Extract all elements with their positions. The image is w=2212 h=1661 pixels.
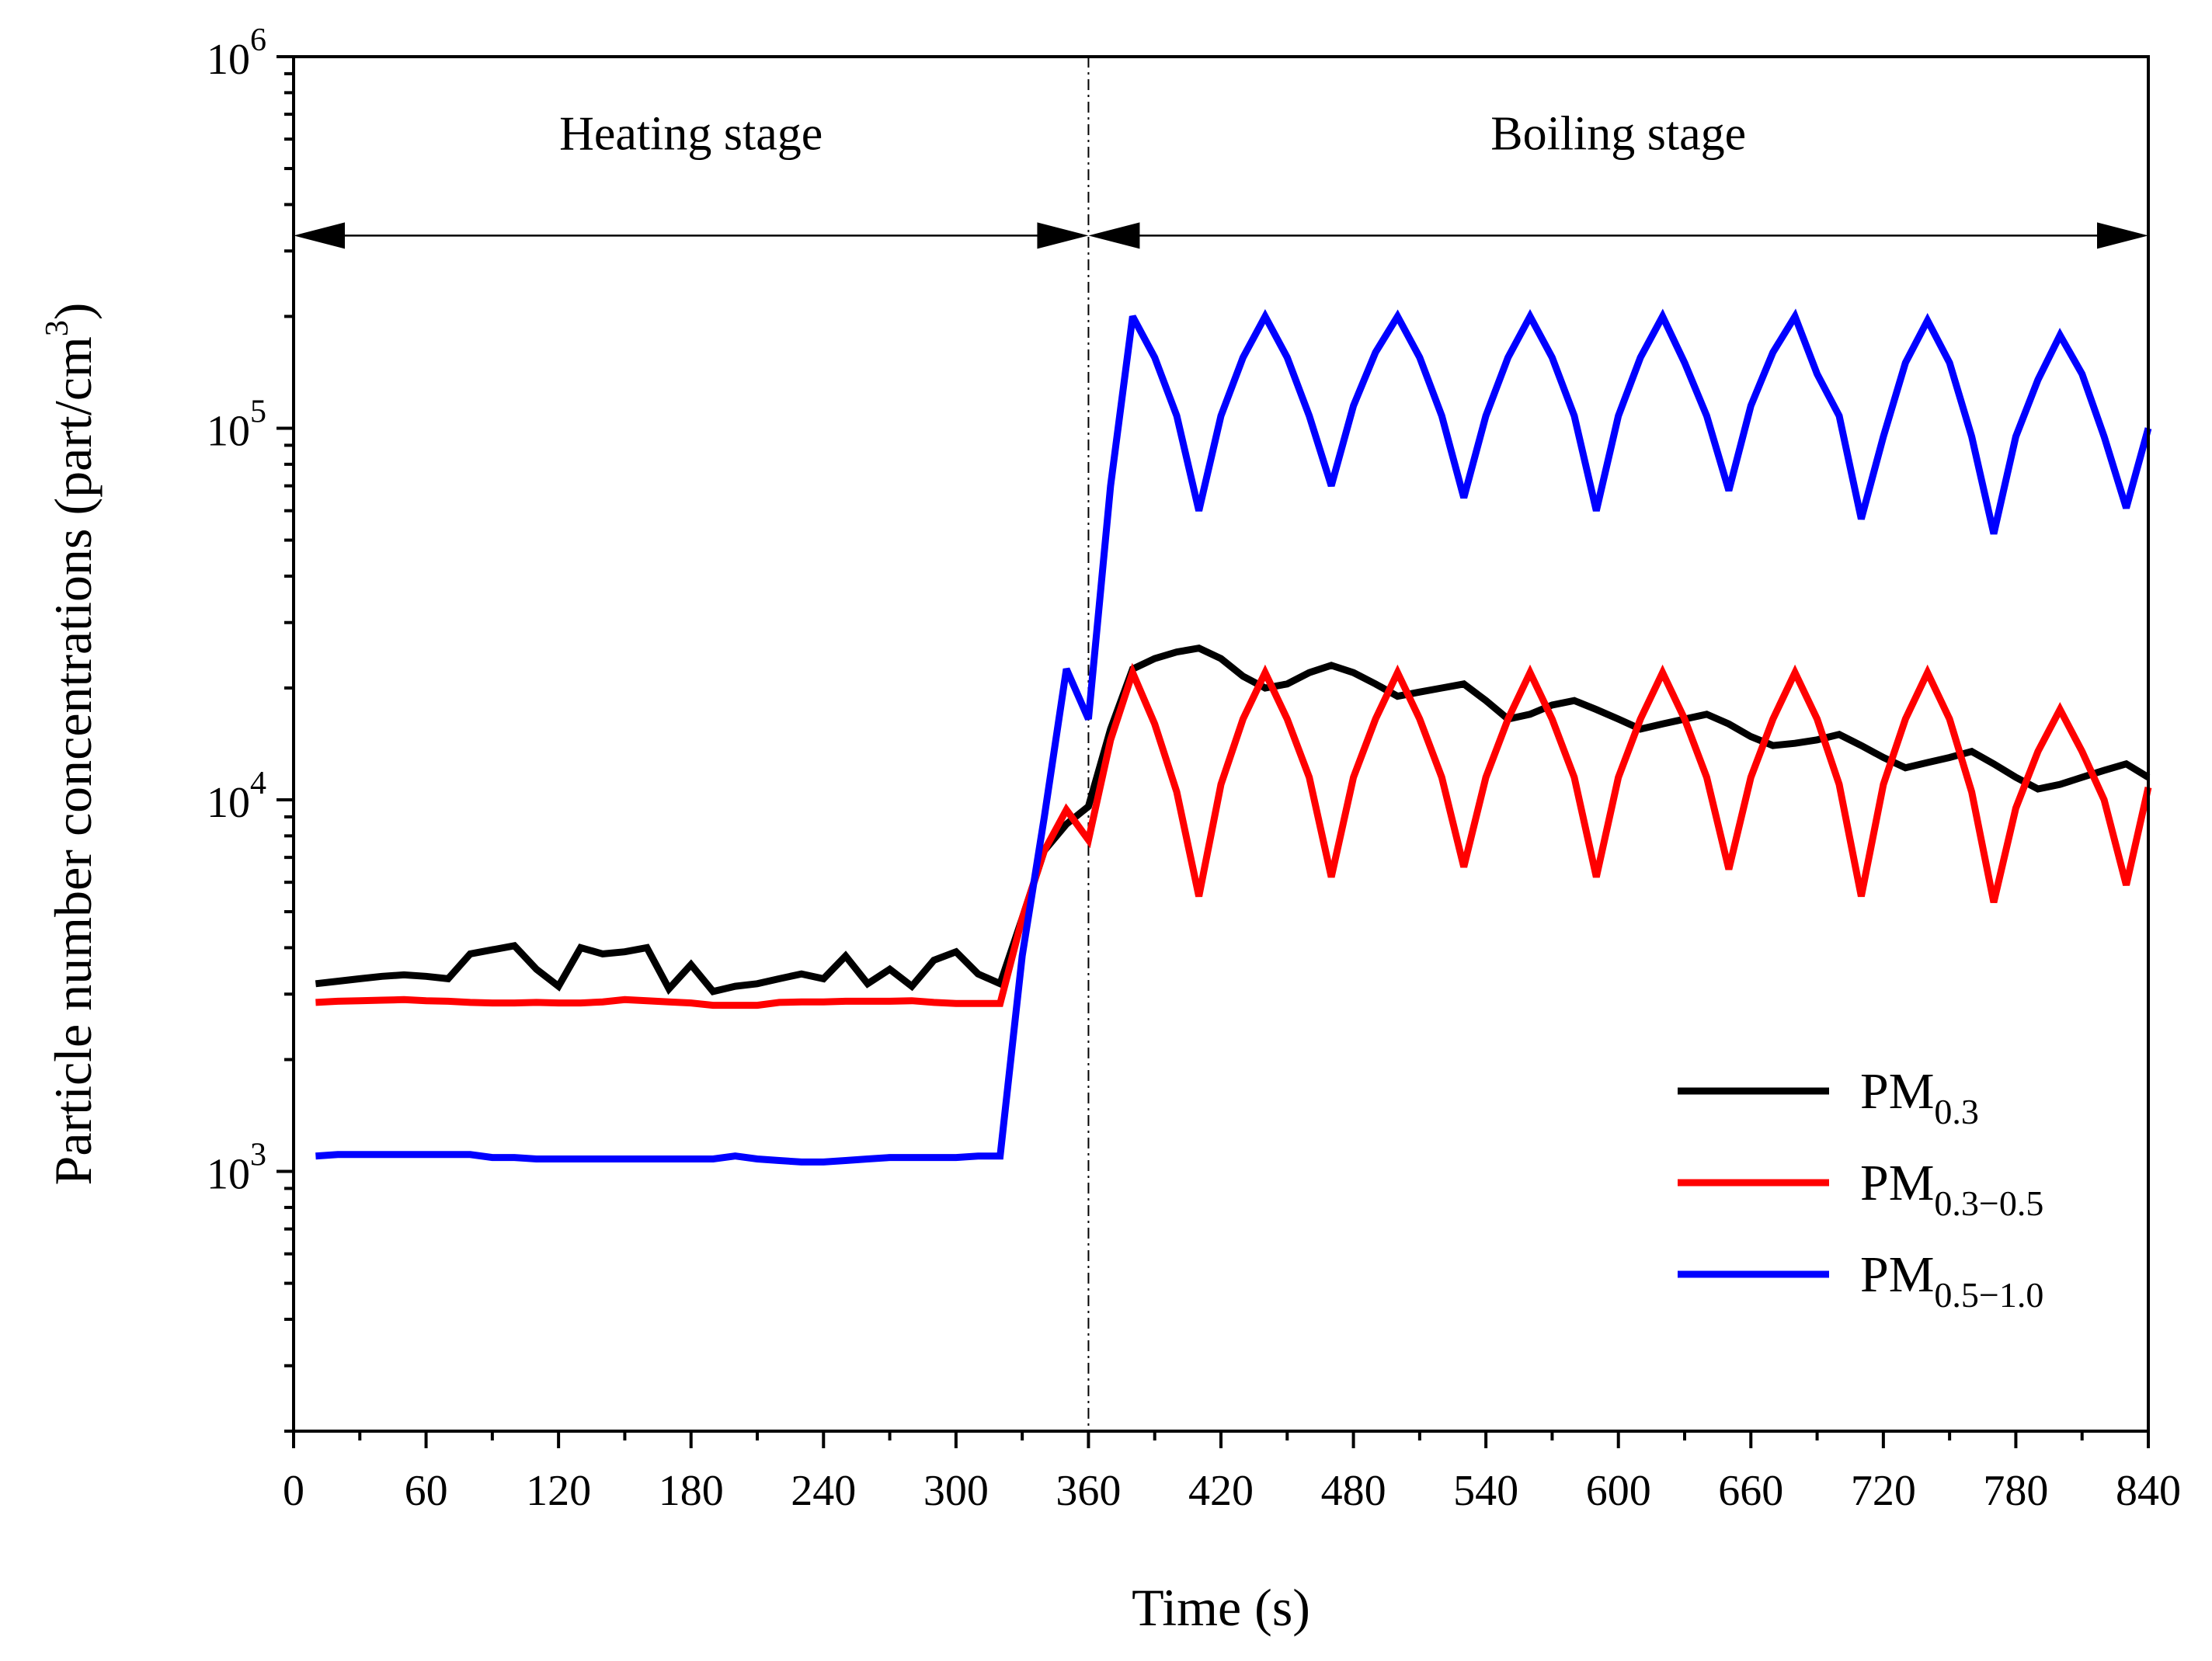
y-tick-label: 106 xyxy=(207,23,266,84)
x-tick-label: 360 xyxy=(1056,1467,1121,1515)
y-tick-base: 10 xyxy=(207,408,250,456)
legend-label-subscript: 0.3 xyxy=(1934,1092,1979,1131)
x-tick-label: 480 xyxy=(1321,1467,1386,1515)
series-line-0-3 xyxy=(315,645,2151,996)
y-tick-label: 104 xyxy=(207,766,266,827)
y-axis-title-sup: 3 xyxy=(40,320,75,336)
series-layer xyxy=(315,308,2152,1166)
y-tick-exponent: 5 xyxy=(250,394,266,430)
legend-label-main: PM xyxy=(1860,1063,1934,1120)
x-tick-label: 720 xyxy=(1851,1467,1916,1515)
y-axis-title-group: Particle number concentrations (part/cm3… xyxy=(40,303,103,1186)
y-axis-title: Particle number concentrations (part/cm3… xyxy=(40,303,103,1186)
y-tick-exponent: 3 xyxy=(250,1138,266,1173)
legend-label: PM0.3 xyxy=(1860,1063,1979,1131)
x-tick-label: 660 xyxy=(1718,1467,1783,1515)
legend-label-main: PM xyxy=(1860,1246,1934,1303)
axes: 0 60 120 180 240 300 360 420 480 540 600 660 720 780 8… xyxy=(40,23,2181,1637)
y-tick-exponent: 4 xyxy=(250,766,266,801)
stage-arrow-left-head xyxy=(294,222,345,249)
x-axis-title: Time (s) xyxy=(1132,1578,1310,1637)
y-tick-base: 10 xyxy=(207,1151,250,1199)
legend-label: PM0.3−0.5 xyxy=(1860,1155,2043,1223)
x-tick-label: 420 xyxy=(1188,1467,1254,1515)
y-tick-base: 10 xyxy=(207,779,250,827)
x-tick-label: 780 xyxy=(1983,1467,2048,1515)
legend-label-main: PM xyxy=(1860,1155,1934,1211)
x-tick-label: 60 xyxy=(405,1467,448,1515)
stage-label: Heating stage xyxy=(559,107,823,160)
y-axis-title-main: Particle number concentrations (part/cm xyxy=(43,336,103,1185)
legend-label-subscript: 0.5−1.0 xyxy=(1934,1275,2043,1315)
legend-label: PM0.5−1.0 xyxy=(1860,1246,2043,1315)
y-tick-exponent: 6 xyxy=(250,23,266,58)
x-tick-label: 600 xyxy=(1586,1467,1651,1515)
stage-label: Boiling stage xyxy=(1490,107,1746,160)
x-tick-label: 240 xyxy=(791,1467,856,1515)
x-tick-label: 840 xyxy=(2116,1467,2181,1515)
plot-frame xyxy=(292,55,2150,1433)
x-tick-label: 300 xyxy=(923,1467,989,1515)
y-tick-base: 10 xyxy=(207,36,250,84)
y-tick-label: 105 xyxy=(207,394,266,456)
x-tick-label: 120 xyxy=(526,1467,591,1515)
series-line-0-3-0-5 xyxy=(315,662,2152,1009)
y-axis-title-close: ) xyxy=(43,303,103,321)
legend-label-subscript: 0.3−0.5 xyxy=(1934,1183,2043,1223)
x-tick-label: 540 xyxy=(1453,1467,1518,1515)
y-tick-label: 103 xyxy=(207,1138,266,1199)
stage-annotations: Heating stage Boiling stage xyxy=(294,57,2148,1431)
stage-arrow-right-head xyxy=(2097,222,2148,249)
x-tick-label: 0 xyxy=(283,1467,304,1515)
series-line-0-5-1-0 xyxy=(315,308,2152,1166)
stage-arrow-left-head xyxy=(1088,222,1140,249)
stage-arrow-right-head xyxy=(1037,222,1089,249)
x-tick-label: 180 xyxy=(659,1467,724,1515)
